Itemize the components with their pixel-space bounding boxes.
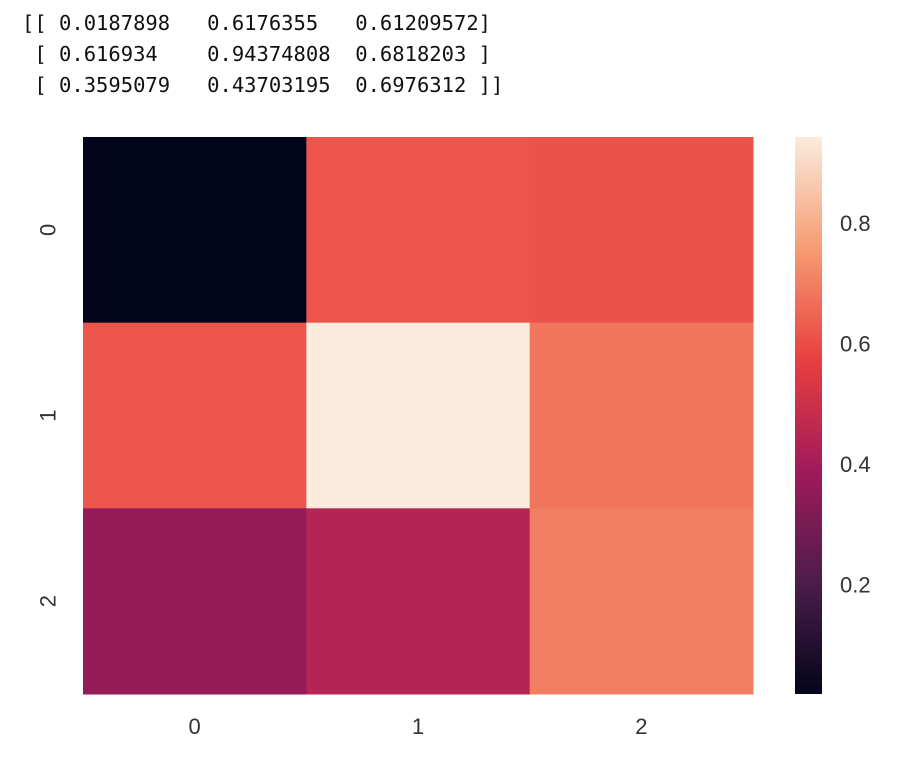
colorbar-tick-labels: 0.2 0.4 0.6 0.8 (840, 211, 871, 597)
x-tick-label: 0 (189, 714, 201, 739)
heatmap-cell-2-2 (529, 508, 754, 695)
colorbar-tick-label: 0.6 (840, 332, 871, 357)
colorbar-tick-label: 0.4 (840, 452, 871, 477)
colorbar-tick-label: 0.2 (840, 572, 871, 597)
x-axis-tick-labels: 0 1 2 (189, 714, 648, 739)
matrix-line: [ 0.3595079 0.43703195 0.6976312 ]] (22, 73, 504, 97)
y-axis-tick-labels: 0 1 2 (36, 224, 61, 608)
colorbar-tick-label: 0.8 (840, 211, 871, 236)
colorbar (795, 137, 822, 694)
heatmap-cell-2-0 (83, 508, 307, 695)
heatmap-cell-0-0 (83, 137, 307, 324)
y-tick-label: 0 (36, 224, 61, 236)
heatmap-cell-1-2 (529, 322, 754, 509)
y-tick-label: 1 (36, 409, 61, 421)
heatmap-cell-1-1 (306, 322, 531, 509)
heatmap-cells (83, 137, 754, 695)
x-tick-label: 2 (635, 714, 647, 739)
matrix-line: [[ 0.0187898 0.6176355 0.61209572] (22, 11, 491, 35)
y-tick-label: 2 (36, 595, 61, 607)
matrix-line: [ 0.616934 0.94374808 0.6818203 ] (22, 42, 491, 66)
heatmap-cell-0-1 (306, 137, 531, 324)
heatmap-cell-2-1 (306, 508, 531, 695)
x-tick-label: 1 (412, 714, 424, 739)
printed-matrix-output: [[ 0.0187898 0.6176355 0.61209572] [ 0.6… (22, 8, 503, 101)
heatmap-cell-0-2 (529, 137, 754, 324)
heatmap-cell-1-0 (83, 322, 307, 509)
